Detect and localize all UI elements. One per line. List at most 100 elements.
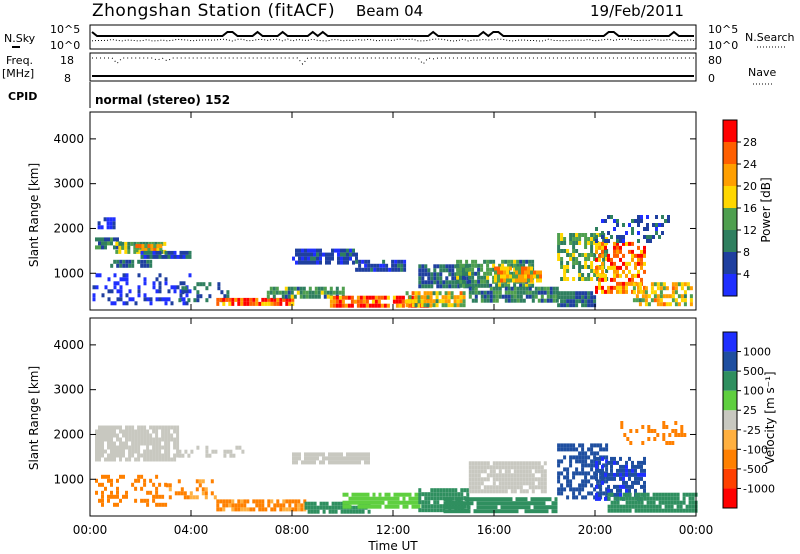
heatmap-cell xyxy=(448,284,452,289)
heatmap-cell xyxy=(152,445,156,450)
heatmap-cell xyxy=(581,455,585,460)
heatmap-cell xyxy=(595,472,598,477)
heatmap-cell xyxy=(489,286,493,291)
heatmap-cell xyxy=(658,235,661,239)
heatmap-cell xyxy=(143,277,147,282)
heatmap-cell xyxy=(572,245,576,249)
heatmap-cell xyxy=(464,509,468,514)
heatmap-cell xyxy=(518,266,521,271)
heatmap-cell xyxy=(436,488,440,493)
heatmap-cell xyxy=(643,472,646,477)
heatmap-cell xyxy=(322,252,325,257)
heatmap-cell xyxy=(643,227,646,231)
heatmap-cell xyxy=(110,437,113,442)
heatmap-cell xyxy=(430,280,434,285)
heatmap-cell xyxy=(519,485,523,490)
heatmap-cell xyxy=(643,468,646,473)
heatmap-cell xyxy=(601,476,604,481)
heatmap-cell xyxy=(581,273,585,277)
heatmap-cell xyxy=(468,271,472,276)
heatmap-cell xyxy=(625,241,628,246)
heatmap-cell xyxy=(116,437,119,442)
heatmap-cell xyxy=(308,286,312,291)
heatmap-cell xyxy=(424,500,428,505)
colorbar-tick-label: 12 xyxy=(743,224,757,237)
heatmap-cell xyxy=(445,276,449,281)
heatmap-cell xyxy=(628,476,631,481)
heatmap-cell xyxy=(587,455,591,460)
heatmap-cell xyxy=(292,456,295,461)
heatmap-cell xyxy=(607,484,610,489)
heatmap-cell xyxy=(436,492,440,497)
heatmap-cell xyxy=(298,260,301,265)
heatmap-cell xyxy=(572,495,576,500)
heatmap-cell xyxy=(196,282,200,287)
heatmap-cell xyxy=(417,295,421,300)
heatmap-cell xyxy=(607,231,610,235)
heatmap-cell xyxy=(161,453,165,458)
heatmap-cell xyxy=(110,289,114,294)
heatmap-cell xyxy=(442,488,446,493)
colorbar-tick-label: 28 xyxy=(743,136,757,149)
heatmap-cell xyxy=(317,290,321,295)
heatmap-cell xyxy=(527,505,531,510)
heatmap-cell xyxy=(504,290,508,295)
heatmap-cell xyxy=(198,483,202,488)
heatmap-cell xyxy=(613,273,616,278)
heatmap-cell xyxy=(503,266,506,271)
heatmap-cell xyxy=(581,303,585,308)
heatmap-cell xyxy=(492,275,496,280)
heatmap-cell xyxy=(390,504,394,509)
heatmap-cell xyxy=(298,456,301,461)
heatmap-cell xyxy=(372,492,376,497)
heatmap-cell xyxy=(342,504,346,509)
heatmap-cell xyxy=(513,286,517,291)
heatmap-cell xyxy=(572,443,576,448)
heatmap-cell xyxy=(95,445,98,450)
heatmap-cell xyxy=(237,503,241,508)
heatmap-cell xyxy=(164,482,168,487)
heatmap-cell xyxy=(426,291,430,296)
heatmap-cell xyxy=(128,445,132,450)
heatmap-cell xyxy=(439,488,443,493)
heatmap-cell xyxy=(471,259,475,264)
heatmap-cell xyxy=(601,253,604,258)
heatmap-cell xyxy=(300,507,304,512)
heatmap-cell xyxy=(418,492,422,497)
heatmap-cell xyxy=(483,485,487,490)
heatmap-cell xyxy=(616,265,619,270)
heatmap-cell xyxy=(670,496,674,501)
heatmap-cell xyxy=(515,497,519,502)
heatmap-cell xyxy=(560,483,564,488)
heatmap-cell xyxy=(498,469,502,474)
heatmap-cell xyxy=(607,472,610,477)
heatmap-cell xyxy=(557,257,561,261)
heatmap-cell xyxy=(489,489,493,494)
heatmap-cell xyxy=(500,270,503,275)
heatmap-cell xyxy=(128,425,132,430)
heatmap-cell xyxy=(125,293,129,298)
heatmap-cell xyxy=(637,285,640,290)
heatmap-cell xyxy=(152,494,156,499)
heatmap-cell xyxy=(527,501,531,506)
heatmap-cell xyxy=(130,241,134,246)
heatmap-cell xyxy=(195,487,199,492)
heatmap-cell xyxy=(510,485,514,490)
heatmap-cell xyxy=(301,260,304,265)
heatmap-cell xyxy=(525,259,529,264)
heatmap-cell xyxy=(211,449,215,454)
heatmap-cell xyxy=(282,507,286,512)
heatmap-cell xyxy=(689,302,693,307)
heatmap-cell xyxy=(188,254,192,259)
heatmap-cell xyxy=(646,223,649,227)
heatmap-cell xyxy=(616,496,620,501)
heatmap-cell xyxy=(95,429,98,434)
heatmap-cell xyxy=(513,489,517,494)
heatmap-cell xyxy=(451,488,455,493)
heatmap-cell xyxy=(288,301,292,306)
heatmap-cell xyxy=(497,278,500,283)
heatmap-cell xyxy=(584,479,588,484)
heatmap-cell xyxy=(581,463,585,468)
heatmap-cell xyxy=(616,500,620,505)
